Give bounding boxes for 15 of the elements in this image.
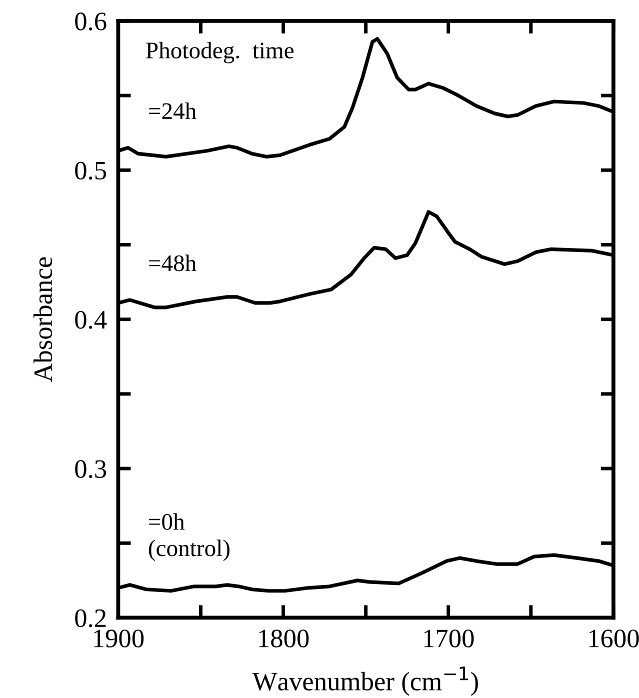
series-label: =0h (control)	[148, 513, 230, 562]
x-tick-label: 1600	[589, 630, 639, 648]
x-tick-label: 1800	[259, 630, 309, 648]
y-axis-title: Absorbance	[34, 257, 52, 382]
annotation: Photodeg. time	[146, 42, 294, 64]
y-tick-label: 0.3	[75, 460, 106, 478]
y-tick-label: 0.4	[75, 310, 107, 329]
series-label: =48h	[149, 254, 196, 272]
x-tick-label: 1700	[424, 630, 474, 648]
series-label: =24h	[149, 102, 196, 119]
y-tick-label: 0.6	[75, 12, 106, 30]
x-tick-label: 1900	[94, 630, 144, 648]
x-axis-title: Wavenumber (cm$^{−1}$)	[252, 666, 478, 696]
y-tick-label: 0.2	[75, 609, 106, 628]
y-tick-label: 0.5	[75, 162, 106, 180]
